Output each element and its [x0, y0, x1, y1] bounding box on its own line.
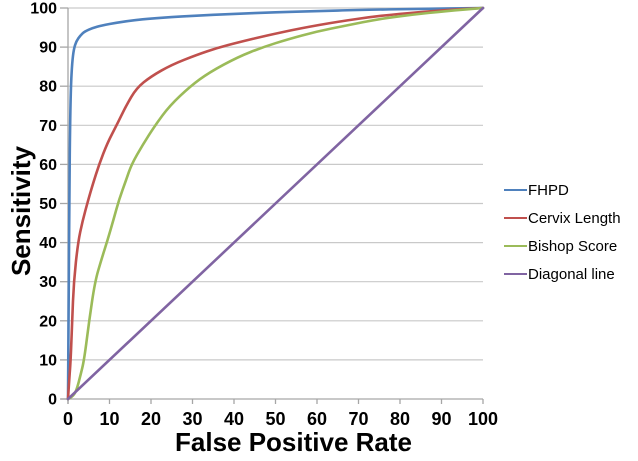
roc-curve-fhpd: [66, 6, 485, 401]
x-tick-label: 70: [348, 409, 368, 429]
roc-curve-cervix-length: [66, 6, 485, 401]
x-tick-label: 30: [182, 409, 202, 429]
legend-label: FHPD: [528, 181, 569, 199]
y-tick-label: 30: [39, 274, 57, 291]
y-tick-label: 0: [48, 392, 57, 409]
roc-curve-diagonal-line: [66, 6, 485, 401]
y-tick-label: 100: [30, 1, 57, 18]
legend-item-fhpd: FHPD: [504, 176, 621, 204]
y-tick-label: 90: [39, 40, 57, 57]
y-tick-label: 40: [39, 235, 57, 252]
y-tick-label: 20: [39, 313, 57, 330]
x-tick-label: 10: [99, 409, 119, 429]
x-tick-label: 20: [141, 409, 161, 429]
x-tick-label: 60: [307, 409, 327, 429]
y-tick-label: 50: [39, 196, 57, 213]
y-tick-label: 60: [39, 157, 57, 174]
legend-label: Cervix Length: [528, 209, 621, 227]
y-axis-title: Sensitivity: [6, 145, 36, 277]
x-axis-title: False Positive Rate: [175, 427, 412, 457]
y-tick-label: 80: [39, 79, 57, 96]
x-tick-label: 40: [224, 409, 244, 429]
legend-line-marker: [504, 189, 527, 191]
x-tick-label: 80: [390, 409, 410, 429]
legend-item-bishop-score: Bishop Score: [504, 232, 621, 260]
x-tick-label: 0: [63, 409, 73, 429]
legend-item-cervix-length: Cervix Length: [504, 204, 621, 232]
legend-line-marker: [504, 245, 527, 247]
legend-line-marker: [504, 217, 527, 219]
y-tick-label: 70: [39, 118, 57, 135]
legend-item-diagonal-line: Diagonal line: [504, 260, 621, 288]
legend-label: Bishop Score: [528, 237, 618, 255]
legend-line-marker: [504, 273, 527, 275]
x-tick-label: 90: [431, 409, 451, 429]
x-tick-label: 50: [265, 409, 285, 429]
x-tick-label: 100: [468, 409, 498, 429]
legend-label: Diagonal line: [528, 265, 615, 283]
legend: FHPD Cervix Length Bishop Score Diagonal li…: [504, 176, 621, 288]
roc-curve-bishop-score: [66, 6, 485, 401]
y-tick-label: 10: [39, 352, 57, 369]
